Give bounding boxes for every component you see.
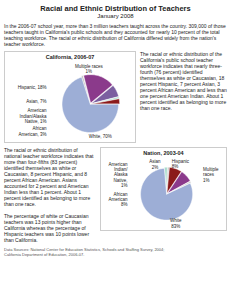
html-text:Racial and Ethnic Distribution: Racial and Ethnic Distribution of Teache…: [40, 4, 191, 13]
html-text:The racial or ethnic distribut: The racial or ethnic distribution of nat…: [4, 146, 94, 243]
svg-text:AmericanIndian/AlaskaNative,1%: AmericanIndian/AlaskaNative,1%: [109, 162, 129, 189]
svg-text:Asian, 7%: Asian, 7%: [26, 99, 46, 104]
svg-text:White83%: White83%: [170, 219, 182, 229]
html-text:The racial or ethnic distribut: The racial or ethnic distribution of the…: [140, 51, 227, 112]
svg-text:Multipleraces1%: Multipleraces1%: [203, 167, 219, 183]
html-text:Nation, 2003-04: Nation, 2003-04: [143, 149, 184, 156]
svg-text:AmericanIndian/AlaskaNative, 1: AmericanIndian/AlaskaNative, 1%: [19, 108, 47, 124]
svg-text:AfricanAmerican8%: AfricanAmerican8%: [109, 192, 129, 208]
svg-text:AfricanAmerican, 3%: AfricanAmerican, 3%: [18, 126, 47, 136]
svg-text:Multiple races1%: Multiple races1%: [75, 63, 104, 73]
svg-text:White, 70%: White, 70%: [89, 133, 112, 138]
svg-text:Asian2%: Asian2%: [149, 160, 161, 170]
svg-text:Hispanic8%: Hispanic8%: [172, 159, 190, 169]
html-text:January 2008: January 2008: [97, 13, 134, 19]
html-text:Data Sources: National Center: Data Sources: National Center for Educat…: [4, 246, 165, 257]
html-text:California, 2006-07: California, 2006-07: [45, 54, 95, 61]
svg-text:Hispanic, 18%: Hispanic, 18%: [18, 85, 47, 90]
html-text:In the 2006-07 school year, mo: In the 2006-07 school year, more than 3 …: [4, 23, 226, 48]
